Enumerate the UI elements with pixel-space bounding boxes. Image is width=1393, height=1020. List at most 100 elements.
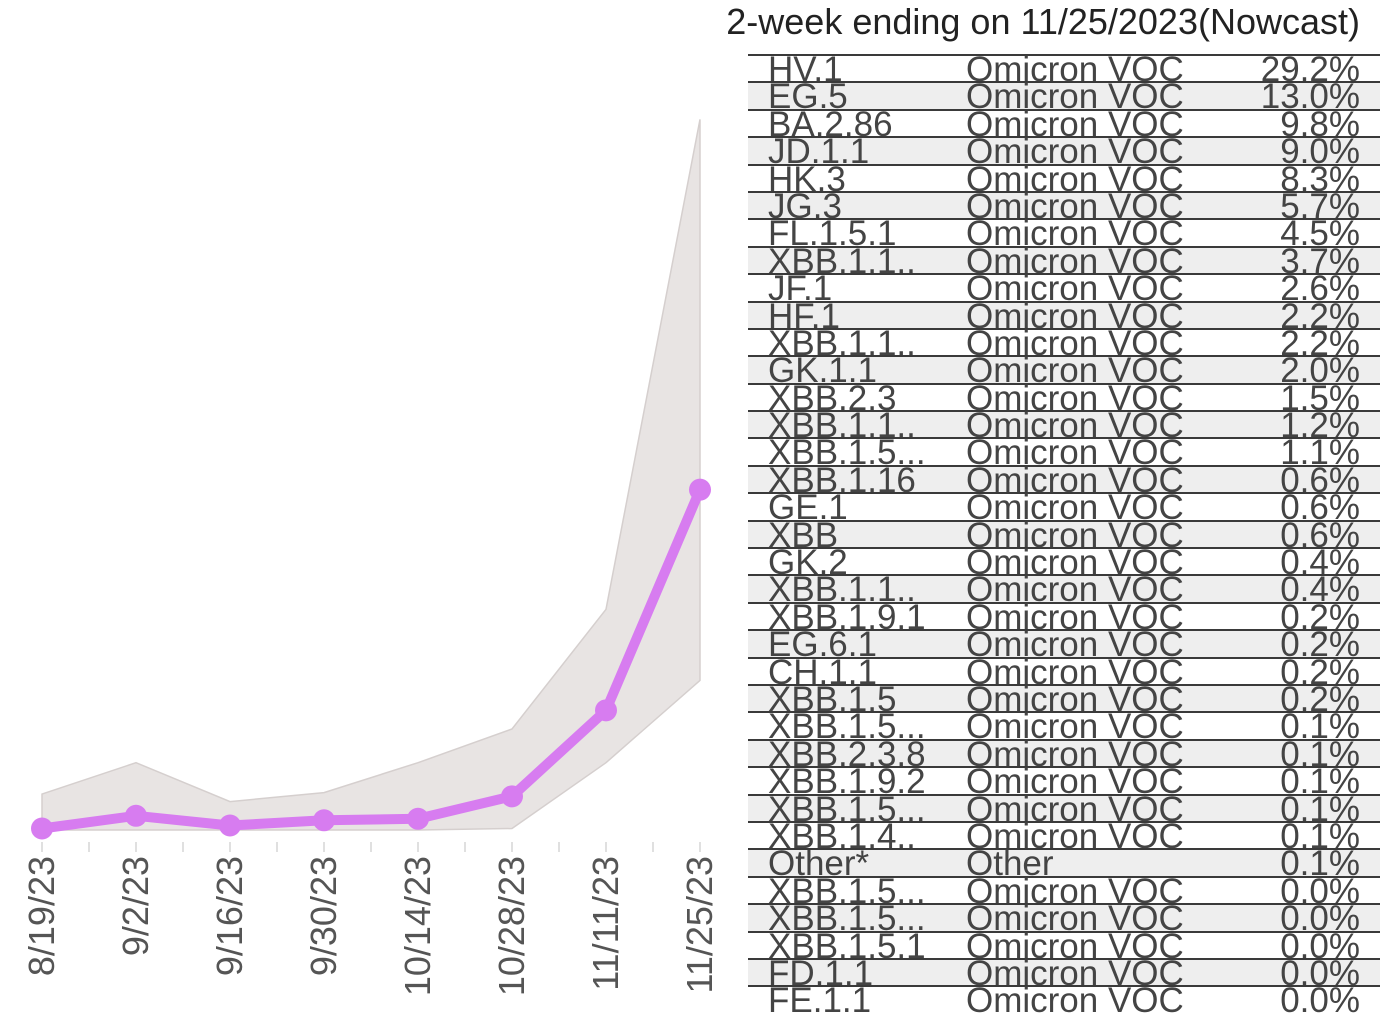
table-row[interactable]: EG.6.1 Omicron VOC 0.2% <box>748 625 1380 665</box>
family-cell: Omicron VOC <box>966 488 1184 528</box>
lineage-cell: XBB.1.4.. <box>768 822 916 850</box>
table-row[interactable]: GK.1.1 Omicron VOC 2.0% <box>748 353 1380 388</box>
lineage-cell: JG.3 <box>768 192 842 220</box>
table-row[interactable]: BA.2.86 Omicron VOC 9.8% <box>748 104 1380 144</box>
table-row[interactable]: XBB.2.3 Omicron VOC 1.5% <box>748 378 1380 418</box>
family-cell: Omicron VOC <box>966 406 1184 446</box>
data-point[interactable] <box>501 785 523 808</box>
family-cell: Omicron VOC <box>966 104 1184 144</box>
lineage-cell: XBB.1.9.1 <box>768 603 926 631</box>
family-cell: Omicron VOC <box>966 899 1184 939</box>
data-point[interactable] <box>219 814 241 837</box>
lineage-cell: HV.1 <box>768 56 843 83</box>
data-point[interactable] <box>689 478 711 501</box>
proportion-cell: 9.0% <box>1280 132 1360 172</box>
proportion-cell: 8.3% <box>1280 159 1360 199</box>
table-row[interactable]: XBB.1.16 Omicron VOC 0.6% <box>748 463 1380 498</box>
proportion-cell: 0.1% <box>1280 762 1360 802</box>
table-row[interactable]: XBB.1.5... Omicron VOC 0.1% <box>748 707 1380 747</box>
data-point[interactable] <box>31 817 53 840</box>
table-row[interactable]: XBB.1.5... Omicron VOC 1.1% <box>748 435 1380 470</box>
lineage-cell: Other* <box>768 850 870 878</box>
proportion-cell: 13.0% <box>1260 77 1360 117</box>
proportion-cell: 0.6% <box>1280 488 1360 528</box>
table-row[interactable]: XBB.1.5.1 Omicron VOC 0.0% <box>748 926 1380 966</box>
lineage-cell: XBB.1.1.. <box>768 247 916 275</box>
x-tick-labels: 8/19/23 9/2/23 9/16/23 9/30/23 10/14/23 10/28… <box>21 856 720 996</box>
family-cell: Omicron VOC <box>966 597 1184 637</box>
table-row[interactable]: XBB.1.9.1 Omicron VOC 0.2% <box>748 597 1380 637</box>
lineage-cell: XBB.1.1.. <box>768 576 916 604</box>
table-row[interactable]: FL.1.5.1 Omicron VOC 4.5% <box>748 214 1380 254</box>
table-row[interactable]: XBB.1.5... Omicron VOC 0.0% <box>748 871 1380 911</box>
proportion-cell: 2.2% <box>1280 296 1360 336</box>
proportion-cell: 0.1% <box>1280 707 1360 747</box>
data-point[interactable] <box>407 807 429 830</box>
x-tick-label: 8/19/23 <box>21 856 62 976</box>
table-row[interactable]: HV.1 Omicron VOC 29.2% <box>748 50 1380 89</box>
proportion-cell: 0.2% <box>1280 652 1360 692</box>
proportion-cell: 2.2% <box>1280 323 1360 363</box>
x-tick-marks <box>41 842 701 852</box>
family-cell: Omicron VOC <box>966 734 1184 774</box>
lineage-cell: XBB.1.5 <box>768 685 897 713</box>
data-point[interactable] <box>595 699 617 722</box>
proportion-cell: 29.2% <box>1260 50 1360 89</box>
proportion-cell: 1.2% <box>1280 406 1360 446</box>
lineage-cell: HK.3 <box>768 165 846 193</box>
table-row[interactable]: JF.1 Omicron VOC 2.6% <box>748 269 1380 309</box>
table-row[interactable]: XBB.2.3.8 Omicron VOC 0.1% <box>748 734 1380 774</box>
lineage-cell: XBB.2.3.8 <box>768 740 926 768</box>
lineage-cell: GK.2 <box>768 549 848 577</box>
proportion-cell: 5.7% <box>1280 186 1360 226</box>
table-row[interactable]: FE.1.1 Omicron VOC 0.0% <box>748 983 1380 1018</box>
table-row[interactable]: XBB.1.9.2 Omicron VOC 0.1% <box>748 762 1380 802</box>
proportion-cell: 9.8% <box>1280 104 1360 144</box>
table-row[interactable]: XBB.1.1.. Omicron VOC 1.2% <box>748 406 1380 446</box>
proportion-cell: 0.1% <box>1280 734 1360 774</box>
lineage-cell: XBB <box>768 521 839 549</box>
table-row[interactable]: XBB.1.1.. Omicron VOC 0.4% <box>748 572 1380 607</box>
lineage-cell: FE.1.1 <box>768 987 872 1015</box>
family-cell: Omicron VOC <box>966 816 1184 856</box>
table-row[interactable]: XBB.1.1.. Omicron VOC 2.2% <box>748 323 1380 363</box>
x-tick-label: 10/14/23 <box>397 856 438 996</box>
proportion-cell: 2.6% <box>1280 269 1360 309</box>
family-cell: Omicron VOC <box>966 652 1184 692</box>
x-tick-label: 11/25/23 <box>679 856 720 993</box>
family-cell: Other <box>966 844 1054 884</box>
table-row[interactable]: Other* Other 0.1% <box>748 844 1380 884</box>
table-row[interactable]: HK.3 Omicron VOC 8.3% <box>748 159 1380 199</box>
lineage-cell: FD.1.1 <box>768 959 874 987</box>
family-cell: Omicron VOC <box>966 269 1184 309</box>
table-row[interactable]: GE.1 Omicron VOC 0.6% <box>748 488 1380 528</box>
table-row[interactable]: XBB.1.4.. Omicron VOC 0.1% <box>748 816 1380 856</box>
proportion-cell: 0.0% <box>1280 871 1360 911</box>
proportion-cell: 0.2% <box>1280 625 1360 665</box>
confidence-band-layer <box>41 119 701 831</box>
table-row[interactable]: XBB.1.5... Omicron VOC 0.1% <box>748 789 1380 829</box>
data-point[interactable] <box>313 809 335 832</box>
lineage-cell: JD.1.1 <box>768 138 870 166</box>
table-row[interactable]: XBB.1.1.. Omicron VOC 3.7% <box>748 244 1380 279</box>
table-row[interactable]: GK.2 Omicron VOC 0.4% <box>748 545 1380 580</box>
table-row[interactable]: HF.1 Omicron VOC 2.2% <box>748 296 1380 336</box>
family-cell: Omicron VOC <box>966 926 1184 966</box>
table-row[interactable]: XBB Omicron VOC 0.6% <box>748 518 1380 553</box>
proportion-cell: 4.5% <box>1280 214 1360 254</box>
table-row[interactable]: FD.1.1 Omicron VOC 0.0% <box>748 956 1380 991</box>
table-row[interactable]: JG.3 Omicron VOC 5.7% <box>748 186 1380 226</box>
family-cell: Omicron VOC <box>966 789 1184 829</box>
lineage-cell: XBB.1.5... <box>768 795 926 823</box>
lineage-cell: XBB.1.5.1 <box>768 932 926 960</box>
lineage-cell: EG.5 <box>768 83 848 111</box>
table-row[interactable]: XBB.1.5 Omicron VOC 0.2% <box>748 682 1380 717</box>
table-row[interactable]: XBB.1.5... Omicron VOC 0.0% <box>748 899 1380 939</box>
table-row[interactable]: JD.1.1 Omicron VOC 9.0% <box>748 132 1380 172</box>
table-row[interactable]: CH.1.1 Omicron VOC 0.2% <box>748 652 1380 692</box>
family-cell: Omicron VOC <box>966 378 1184 418</box>
lineage-cell: XBB.1.5... <box>768 713 926 741</box>
data-point[interactable] <box>125 804 147 827</box>
table-row[interactable]: EG.5 Omicron VOC 13.0% <box>748 77 1380 117</box>
data-points-layer <box>31 478 711 840</box>
